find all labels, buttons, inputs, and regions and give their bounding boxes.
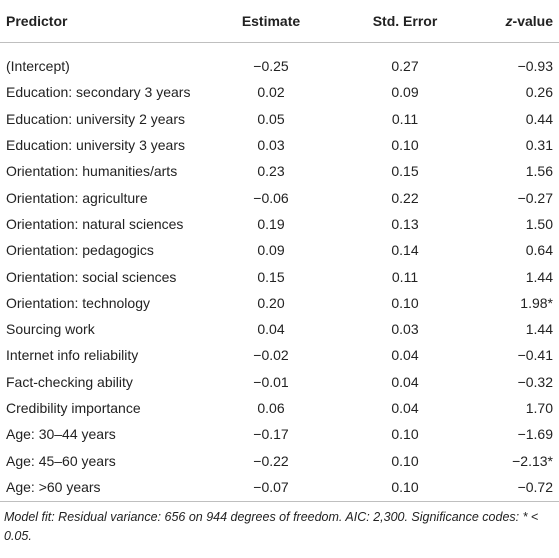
cell-predictor: Orientation: technology (6, 294, 150, 311)
cell-estimate: 0.09 (257, 242, 285, 259)
cell-z-value: −0.32 (517, 373, 553, 390)
cell-estimate: 0.06 (257, 400, 285, 416)
cell-std-error: 0.10 (391, 478, 419, 495)
cell-z-value: −2.13* (512, 452, 553, 469)
bottom-rule (0, 501, 559, 502)
cell-z-value: −0.27 (517, 189, 553, 206)
cell-std-error: 0.22 (391, 189, 419, 206)
cell-estimate: −0.07 (253, 478, 289, 495)
cell-z-value: −0.72 (517, 478, 553, 495)
table-row: Fact-checking ability −0.01 0.04 −0.32 (0, 369, 559, 395)
cell-predictor: (Intercept) (6, 58, 70, 75)
cell-predictor: Sourcing work (6, 321, 95, 338)
cell-estimate: 0.15 (257, 268, 285, 285)
cell-predictor: Age: 30–44 years (6, 426, 116, 443)
cell-std-error: 0.27 (391, 58, 419, 75)
header-estimate: Estimate (206, 0, 336, 43)
table-row: Orientation: natural sciences 0.19 0.13 1.5… (0, 211, 559, 237)
cell-std-error: 0.04 (391, 400, 419, 416)
table-row: Orientation: humanities/arts 0.23 0.15 1.56 (0, 158, 559, 184)
cell-predictor: Education: university 3 years (6, 137, 185, 154)
table-row: (Intercept) −0.25 0.27 −0.93 (0, 53, 559, 79)
cell-estimate: 0.02 (257, 84, 285, 101)
cell-std-error: 0.10 (391, 294, 419, 311)
cell-std-error: 0.15 (391, 163, 419, 180)
cell-predictor: Credibility importance (6, 400, 141, 416)
header-z-value: z-value (474, 0, 559, 43)
table-row: Education: secondary 3 years 0.02 0.09 0.26 (0, 79, 559, 105)
table-row: Age: >60 years −0.07 0.10 −0.72 (0, 474, 559, 500)
header-predictor: Predictor (0, 0, 206, 43)
table-body: (Intercept) −0.25 0.27 −0.93 Education: seco… (0, 43, 559, 501)
cell-z-value: −1.69 (517, 426, 553, 443)
cell-z-value: 1.44 (525, 321, 553, 338)
table-row: Internet info reliability −0.02 0.04 −0.41 (0, 342, 559, 368)
cell-estimate: −0.22 (253, 452, 289, 469)
table-row: Orientation: social sciences 0.15 0.11 1.44 (0, 263, 559, 289)
cell-std-error: 0.14 (391, 242, 419, 259)
cell-estimate: −0.06 (253, 189, 289, 206)
table-row: Education: university 3 years 0.03 0.10 0.3… (0, 132, 559, 158)
cell-estimate: 0.04 (257, 321, 285, 338)
table-spacer (0, 43, 559, 54)
cell-predictor: Orientation: social sciences (6, 268, 177, 285)
header-z-italic: z (505, 13, 513, 29)
cell-z-value: −0.93 (517, 58, 553, 75)
cell-predictor: Age: 45–60 years (6, 452, 116, 469)
cell-estimate: 0.19 (257, 215, 285, 232)
table-row: Sourcing work 0.04 0.03 1.44 (0, 316, 559, 342)
cell-predictor: Orientation: pedagogics (6, 242, 154, 259)
cell-estimate: −0.17 (253, 426, 289, 443)
cell-estimate: 0.20 (257, 294, 285, 311)
cell-predictor: Orientation: agriculture (6, 189, 148, 206)
cell-predictor: Age: >60 years (6, 478, 101, 495)
cell-estimate: 0.23 (257, 163, 285, 180)
table-row: Age: 45–60 years −0.22 0.10 −2.13* (0, 447, 559, 473)
cell-std-error: 0.04 (391, 373, 419, 390)
cell-predictor: Orientation: humanities/arts (6, 163, 178, 180)
cell-estimate: 0.03 (257, 137, 285, 154)
cell-predictor: Education: university 2 years (6, 110, 185, 127)
cell-std-error: 0.10 (391, 452, 419, 469)
cell-std-error: 0.13 (391, 215, 419, 232)
cell-estimate: −0.25 (253, 58, 289, 75)
cell-z-value: 1.56 (525, 163, 553, 180)
cell-std-error: 0.11 (391, 110, 419, 127)
cell-z-value: 1.98* (520, 294, 553, 311)
table-row: Credibility importance 0.06 0.04 1.70 (0, 395, 559, 421)
cell-std-error: 0.11 (391, 268, 419, 285)
cell-z-value: 0.44 (525, 110, 553, 127)
table-row: Age: 30–44 years −0.17 0.10 −1.69 (0, 421, 559, 447)
cell-std-error: 0.10 (391, 137, 419, 154)
cell-z-value: 1.70 (525, 400, 553, 416)
cell-estimate: −0.01 (253, 373, 289, 390)
cell-z-value: 0.26 (525, 84, 553, 101)
cell-estimate: −0.02 (253, 347, 289, 364)
cell-predictor: Internet info reliability (6, 347, 139, 364)
cell-z-value: 1.50 (525, 215, 553, 232)
header-std-error: Std. Error (336, 0, 474, 43)
table-footnote: Model fit: Residual variance: 656 on 944… (4, 510, 539, 543)
table-row: Education: university 2 years 0.05 0.11 0.4… (0, 106, 559, 132)
header-z-rest: -value (512, 13, 553, 29)
table-row: Orientation: pedagogics 0.09 0.14 0.64 (0, 237, 559, 263)
cell-std-error: 0.10 (391, 426, 419, 443)
header-row: Predictor Estimate Std. Error z-value (0, 0, 559, 43)
cell-estimate: 0.05 (257, 110, 285, 127)
regression-table: Predictor Estimate Std. Error z-value (I… (0, 0, 559, 501)
cell-z-value: 1.44 (525, 268, 553, 285)
cell-predictor: Orientation: natural sciences (6, 215, 184, 232)
cell-z-value: −0.41 (517, 347, 553, 364)
cell-z-value: 0.64 (525, 242, 553, 259)
cell-predictor: Education: secondary 3 years (6, 84, 191, 101)
cell-std-error: 0.03 (391, 321, 419, 338)
table-row: Orientation: technology 0.20 0.10 1.98* (0, 290, 559, 316)
cell-z-value: 0.31 (525, 137, 553, 154)
cell-std-error: 0.04 (391, 347, 419, 364)
cell-std-error: 0.09 (391, 84, 419, 101)
table-row: Orientation: agriculture −0.06 0.22 −0.27 (0, 184, 559, 210)
cell-predictor: Fact-checking ability (6, 373, 133, 390)
